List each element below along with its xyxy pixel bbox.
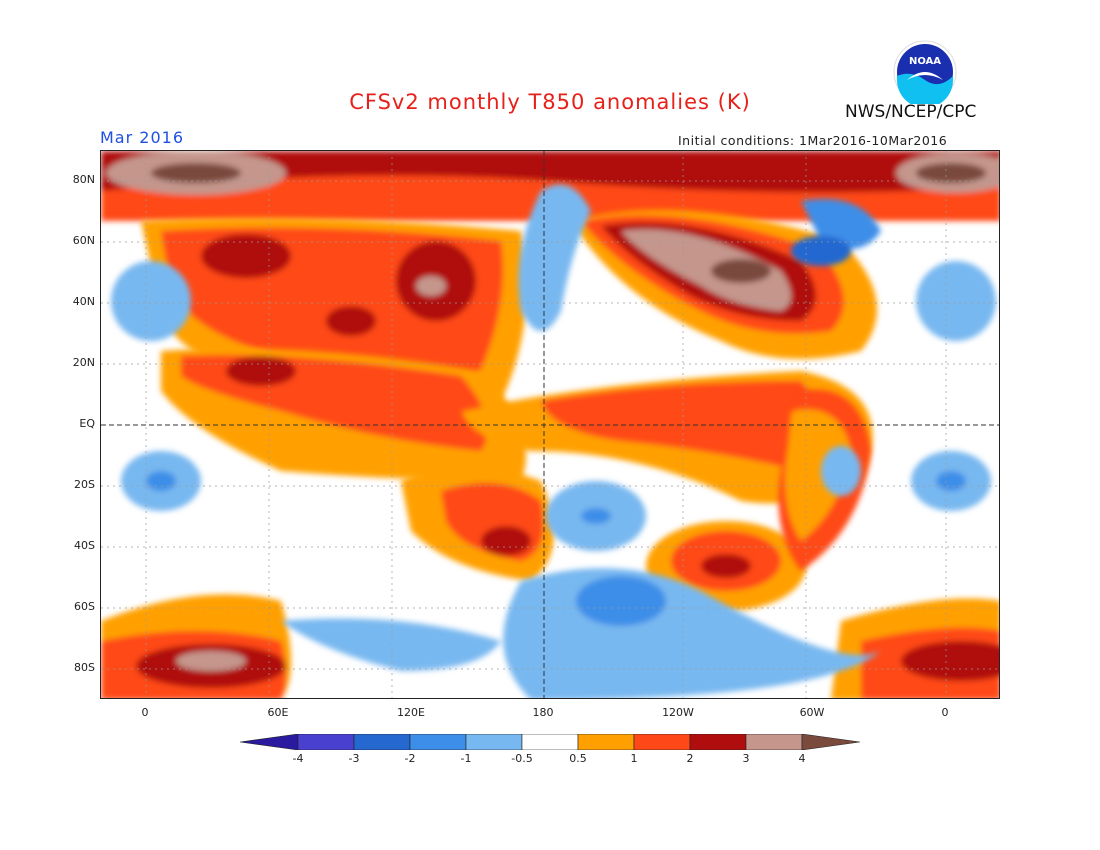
colorbar-tick-label: 0.5 — [569, 752, 587, 765]
antarctic-warm-band — [101, 594, 999, 698]
lat-label-eq: EQ — [79, 417, 95, 430]
colorbar-cell-1 — [297, 734, 355, 750]
anomaly-map-canvas — [101, 151, 999, 698]
north-america-warm-region — [571, 209, 877, 359]
colorbar-tick-label: 2 — [686, 752, 694, 765]
colorbar-cell-4 — [465, 734, 523, 750]
colorbar-cell-3 — [409, 734, 467, 750]
lon-label-120w: 120W — [662, 706, 694, 719]
lat-label-20n: 20N — [72, 356, 95, 369]
lon-label-0: 0 — [141, 706, 149, 719]
colorbar-tick-label: 1 — [630, 752, 638, 765]
lat-label-20s: 20S — [74, 478, 95, 491]
lon-label-180: 180 — [532, 706, 554, 719]
colorbar — [240, 734, 860, 750]
colorbar-cell-6 — [577, 734, 635, 750]
colorbar-tick-label: -0.5 — [511, 752, 533, 765]
colorbar-tick-label: -4 — [292, 752, 304, 765]
colorbar-cell-7 — [633, 734, 691, 750]
noaa-logo: NOAA — [893, 40, 957, 104]
colorbar-cell-5 — [521, 734, 579, 750]
colorbar-cell-10 — [801, 734, 860, 750]
initial-conditions-label: Initial conditions: 1Mar2016-10Mar2016 — [678, 133, 948, 148]
indian-ocean-warm-band — [161, 348, 526, 481]
australia-warm-region — [401, 466, 554, 581]
lat-label-60s: 60S — [74, 600, 95, 613]
agency-label: NWS/NCEP/CPC — [845, 102, 977, 122]
equator-dateline-lines — [101, 151, 999, 698]
colorbar-tick-label: -2 — [404, 752, 416, 765]
lat-label-40s: 40S — [74, 539, 95, 552]
cold-anomaly-regions — [111, 184, 996, 698]
east-pacific-warm-band — [461, 371, 873, 504]
colorbar-cell-0 — [240, 734, 299, 750]
colorbar-tick-label: -1 — [460, 752, 472, 765]
colorbar-tick-label: 4 — [798, 752, 806, 765]
colorbar-cell-8 — [689, 734, 747, 750]
lat-label-80n: 80N — [72, 173, 95, 186]
chart-title: CFSv2 monthly T850 anomalies (K) — [349, 90, 751, 114]
map-grid-lines — [101, 151, 999, 698]
anomaly-map — [100, 150, 1000, 699]
lat-label-40n: 40N — [72, 295, 95, 308]
lon-label-60e: 60E — [267, 706, 289, 719]
colorbar-tick-label: 3 — [742, 752, 750, 765]
lon-label-60w: 60W — [799, 706, 825, 719]
svg-text:NOAA: NOAA — [909, 56, 941, 67]
lat-label-80s: 80S — [74, 661, 95, 674]
lon-label-120e: 120E — [397, 706, 425, 719]
lat-label-60n: 60N — [72, 234, 95, 247]
colorbar-cell-9 — [745, 734, 803, 750]
lon-label-0-east: 0 — [941, 706, 949, 719]
valid-month-label: Mar 2016 — [100, 128, 184, 147]
colorbar-cell-2 — [353, 734, 411, 750]
colorbar-tick-label: -3 — [348, 752, 360, 765]
